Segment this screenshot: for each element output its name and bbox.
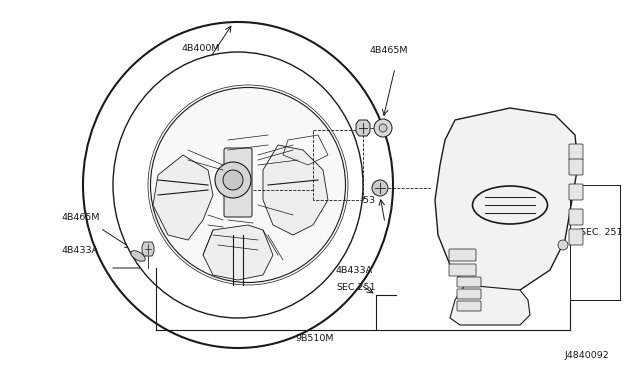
FancyBboxPatch shape <box>569 184 583 200</box>
Text: SEC. 251: SEC. 251 <box>580 228 623 237</box>
Polygon shape <box>356 120 370 136</box>
FancyBboxPatch shape <box>569 144 583 160</box>
FancyBboxPatch shape <box>569 159 583 175</box>
FancyBboxPatch shape <box>449 249 476 261</box>
Polygon shape <box>435 108 578 295</box>
Circle shape <box>223 170 243 190</box>
FancyBboxPatch shape <box>457 289 481 299</box>
Text: 4B433A: 4B433A <box>62 246 99 255</box>
Circle shape <box>374 119 392 137</box>
Polygon shape <box>263 145 328 235</box>
Circle shape <box>215 162 251 198</box>
Ellipse shape <box>148 85 348 285</box>
Text: 484653: 484653 <box>340 196 376 205</box>
FancyBboxPatch shape <box>457 301 481 311</box>
FancyBboxPatch shape <box>224 148 252 217</box>
Text: 4B400M: 4B400M <box>182 44 221 53</box>
Ellipse shape <box>131 251 145 261</box>
FancyBboxPatch shape <box>569 209 583 225</box>
Circle shape <box>372 180 388 196</box>
Polygon shape <box>153 155 213 240</box>
Polygon shape <box>142 242 154 256</box>
Text: 4B465M: 4B465M <box>370 46 408 55</box>
Text: SEC.251: SEC.251 <box>336 283 376 292</box>
Circle shape <box>379 124 387 132</box>
Polygon shape <box>203 225 273 280</box>
Circle shape <box>558 240 568 250</box>
Polygon shape <box>450 285 530 325</box>
Ellipse shape <box>113 52 363 318</box>
FancyBboxPatch shape <box>569 229 583 245</box>
Text: 9B510M: 9B510M <box>295 334 333 343</box>
FancyBboxPatch shape <box>449 264 476 276</box>
Text: J4840092: J4840092 <box>565 351 610 360</box>
FancyBboxPatch shape <box>457 277 481 287</box>
Text: 4B433A: 4B433A <box>336 266 373 275</box>
Text: 4B465M: 4B465M <box>62 213 100 222</box>
